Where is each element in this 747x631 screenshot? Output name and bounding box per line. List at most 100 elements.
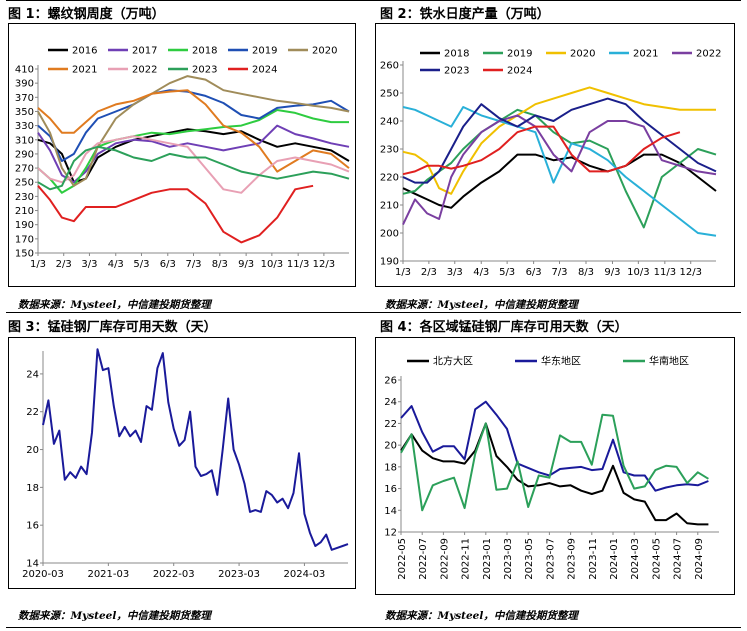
y-tick-label: 22: [26, 407, 39, 418]
y-tick-label: 220: [380, 173, 399, 184]
x-tick-label: 4/3: [473, 267, 489, 278]
series-line-s0: [42, 348, 349, 551]
legend-label: 2021: [72, 65, 97, 76]
panel-4-title: 图 4：各区域锰硅钢厂库存可用天数（天）: [380, 320, 628, 335]
series-line-2024: [37, 184, 314, 244]
y-tick-label: 14: [26, 559, 39, 570]
x-tick-label: 2022-07: [418, 538, 429, 580]
x-tick-label: 2022-05: [397, 538, 408, 580]
top-rule: [6, 0, 741, 1]
series-line-2023: [37, 145, 350, 191]
y-tick-label: 190: [15, 220, 34, 231]
panel-4-source: 数据来源：Mysteel，中信建投期货整理: [385, 610, 578, 622]
y-tick-label: 16: [384, 484, 397, 495]
x-tick-label: 12/3: [679, 267, 701, 278]
y-tick-label: 330: [15, 121, 34, 132]
x-tick-label: 2024-07: [673, 538, 684, 580]
series-line-2018: [37, 109, 349, 194]
series-line-北方大区: [400, 422, 709, 526]
chart-3: 14 16 18 20 22 24 2020-03 2021-03 2022-03 2023-03…: [22, 348, 349, 580]
panel-3-frame: [8, 337, 356, 589]
x-tick-label: 9/3: [604, 267, 620, 278]
x-tick-label: 8/3: [212, 259, 228, 270]
legend-label: 2020: [312, 46, 337, 57]
chart-2: 190 200 210 220 230 240 250 260 1/3 2/3 3/3 4/3 5/3 6…: [380, 49, 722, 279]
x-tick-label: 7/3: [551, 267, 567, 278]
middle-rule: [6, 312, 741, 313]
y-tick-label: 150: [15, 249, 34, 260]
panel-1-source: 数据来源：Mysteel，中信建投期货整理: [18, 299, 211, 311]
x-tick-label: 2023-01: [482, 538, 493, 580]
series-line-2021: [402, 106, 717, 237]
x-tick-label: 9/3: [238, 259, 254, 270]
x-tick-label: 5/3: [499, 267, 515, 278]
x-tick-label: 6/3: [526, 267, 542, 278]
x-tick-label: 2021-03: [87, 569, 129, 580]
x-tick-label: 2023-05: [524, 538, 535, 580]
y-tick-label: 20: [26, 445, 39, 456]
y-tick-label: 230: [15, 192, 34, 203]
x-tick-label: 12/3: [313, 259, 335, 270]
x-tick-label: 2022-09: [439, 538, 450, 580]
legend-label: 2023: [192, 65, 217, 76]
panel-2-frame: [375, 23, 735, 287]
y-tick-label: 210: [15, 206, 34, 217]
x-tick-label: 1/3: [30, 259, 46, 270]
legend-label: 2016: [72, 46, 97, 57]
bottom-rule: [6, 627, 741, 628]
x-tick-label: 2024-05: [651, 538, 662, 580]
panel-3-title: 图 3：锰硅钢厂库存可用天数（天）: [8, 320, 217, 335]
x-tick-label: 4/3: [108, 259, 124, 270]
panel-2-title: 图 2：铁水日度产量（万吨）: [380, 7, 550, 22]
x-tick-label: 2/3: [56, 259, 72, 270]
x-tick-label: 2024-09: [694, 538, 705, 580]
series-line-2020: [402, 86, 716, 195]
y-tick-label: 26: [384, 376, 397, 387]
series-line-华南地区: [400, 413, 709, 512]
panel-4-frame: [375, 337, 735, 595]
x-tick-label: 2024-03: [630, 538, 641, 580]
legend-label: 2024: [507, 66, 532, 77]
x-tick-label: 2024-03: [284, 569, 326, 580]
series-line-2020: [37, 75, 350, 187]
x-tick-label: 2/3: [421, 267, 437, 278]
y-tick-label: 20: [384, 441, 397, 452]
y-tick-label: 230: [380, 145, 399, 156]
x-tick-label: 6/3: [160, 259, 176, 270]
y-tick-label: 190: [380, 257, 399, 268]
x-tick-label: 2023-07: [545, 538, 556, 580]
y-tick-label: 170: [15, 234, 34, 245]
x-tick-label: 8/3: [578, 267, 594, 278]
series-line-2024: [402, 125, 681, 176]
legend-label: 2019: [252, 46, 277, 57]
panel-3-source: 数据来源：Mysteel，中信建投期货整理: [18, 610, 211, 622]
y-tick-label: 290: [15, 149, 34, 160]
legend-label: 华南地区: [649, 355, 689, 368]
y-tick-label: 410: [15, 65, 34, 76]
chart-1: 150 170 190 210 230 250 270 290 310 330 350 370 390 4…: [15, 46, 350, 270]
panel-2-source: 数据来源：Mysteel，中信建投期货整理: [385, 299, 578, 311]
legend-label: 2020: [570, 49, 595, 60]
x-tick-label: 2023-09: [567, 538, 578, 580]
legend-label: 2024: [252, 65, 277, 76]
y-tick-label: 250: [15, 178, 34, 189]
legend-label: 北方大区: [433, 355, 473, 368]
legend-label: 2022: [132, 65, 157, 76]
legend-label: 2019: [507, 49, 532, 60]
y-tick-label: 18: [384, 462, 397, 473]
legend-label: 2018: [444, 49, 469, 60]
series-line-2023: [402, 97, 717, 184]
legend-label: 2023: [444, 66, 469, 77]
x-tick-label: 2022-11: [461, 538, 472, 580]
legend-label: 2022: [696, 49, 721, 60]
x-tick-label: 10/3: [261, 259, 283, 270]
y-tick-label: 240: [380, 117, 399, 128]
x-tick-label: 2024-01: [609, 538, 620, 580]
y-tick-label: 370: [15, 93, 34, 104]
y-tick-label: 24: [26, 369, 39, 380]
y-tick-label: 22: [384, 419, 397, 430]
legend-label: 2021: [633, 49, 658, 60]
x-tick-label: 2022-03: [153, 569, 195, 580]
y-tick-label: 390: [15, 79, 34, 90]
x-tick-label: 11/3: [654, 267, 676, 278]
